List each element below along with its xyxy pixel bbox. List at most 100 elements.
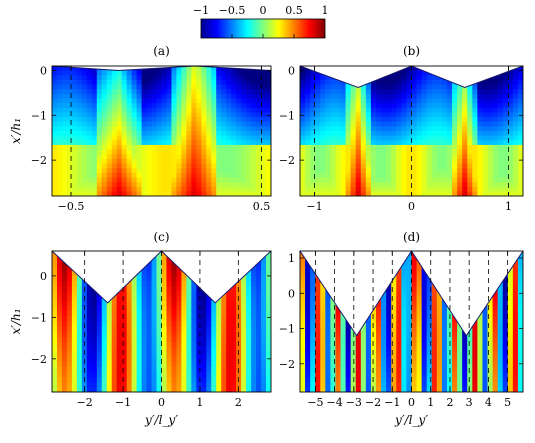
heatmap-cell xyxy=(300,271,306,277)
heatmap-cell xyxy=(361,357,367,363)
heatmap-cell xyxy=(467,276,473,282)
heatmap-cell xyxy=(493,281,499,287)
heatmap-cell xyxy=(221,316,227,322)
heatmap-cell xyxy=(62,357,68,363)
heatmap-cell xyxy=(396,327,402,333)
heatmap-cell xyxy=(107,94,113,99)
heatmap-cell xyxy=(52,256,58,262)
heatmap-cell xyxy=(488,150,494,155)
heatmap-cell xyxy=(142,337,148,343)
heatmap-cell xyxy=(493,136,499,141)
heatmap-cell xyxy=(67,357,73,363)
heatmap-cell xyxy=(417,154,423,159)
heatmap-cell xyxy=(376,80,382,85)
heatmap-cell xyxy=(221,327,227,333)
heatmap-cell xyxy=(437,377,443,383)
heatmap-cell xyxy=(412,140,418,145)
heatmap-cell xyxy=(442,261,448,267)
heatmap-cell xyxy=(442,66,448,71)
heatmap-cell xyxy=(427,322,433,328)
heatmap-cell xyxy=(261,94,267,99)
heatmap-cell xyxy=(226,357,232,363)
heatmap-cell xyxy=(52,261,58,267)
heatmap-cell xyxy=(226,352,232,358)
heatmap-cell xyxy=(477,140,483,145)
heatmap-cell xyxy=(162,342,168,348)
heatmap-cell xyxy=(62,372,68,378)
heatmap-cell xyxy=(325,182,331,187)
heatmap-cell xyxy=(330,99,336,104)
heatmap-cell xyxy=(87,337,93,343)
heatmap-cell xyxy=(67,337,73,343)
heatmap-cell xyxy=(482,173,488,178)
heatmap-cell xyxy=(246,71,252,76)
heatmap-cell xyxy=(97,80,103,85)
heatmap-cell xyxy=(513,89,519,94)
heatmap-cell xyxy=(508,337,514,343)
heatmap-cell xyxy=(305,291,311,297)
heatmap-cell xyxy=(132,159,138,164)
heatmap-cell xyxy=(482,276,488,282)
heatmap-cell xyxy=(117,281,123,287)
heatmap-cell xyxy=(330,347,336,353)
heatmap-cell xyxy=(62,377,68,383)
heatmap-cell xyxy=(191,261,197,267)
heatmap-cell xyxy=(361,311,367,317)
heatmap-cell xyxy=(226,136,232,141)
heatmap-cell xyxy=(467,103,473,108)
heatmap-cell xyxy=(67,276,73,282)
heatmap-cell xyxy=(137,382,143,388)
heatmap-cell xyxy=(310,377,316,383)
heatmap-cell xyxy=(396,122,402,127)
heatmap-cell xyxy=(87,80,93,85)
heatmap-cell xyxy=(102,168,108,173)
heatmap-cell xyxy=(211,71,217,76)
heatmap-cell xyxy=(482,164,488,169)
heatmap-cell xyxy=(77,80,83,85)
heatmap-cell xyxy=(107,71,113,76)
heatmap-cell xyxy=(422,140,428,145)
heatmap-cell xyxy=(488,112,494,117)
heatmap-cell xyxy=(371,347,377,353)
heatmap-cell xyxy=(386,159,392,164)
heatmap-cell xyxy=(67,347,73,353)
heatmap-cell xyxy=(52,154,58,159)
heatmap-cell xyxy=(72,281,78,287)
heatmap-cell xyxy=(315,352,321,358)
heatmap-cell xyxy=(261,154,267,159)
heatmap-cell xyxy=(300,261,306,267)
heatmap-cell xyxy=(482,182,488,187)
heatmap-cell xyxy=(427,286,433,292)
heatmap-cell xyxy=(482,85,488,90)
heatmap-cell xyxy=(246,136,252,141)
heatmap-cell xyxy=(171,311,177,317)
heatmap-cell xyxy=(300,182,306,187)
heatmap-cell xyxy=(52,145,58,150)
heatmap-cell xyxy=(117,352,123,358)
heatmap-cell xyxy=(305,145,311,150)
heatmap-cell xyxy=(381,173,387,178)
heatmap-cell xyxy=(211,112,217,117)
heatmap-cell xyxy=(201,85,207,90)
heatmap-cell xyxy=(132,327,138,333)
heatmap-cell xyxy=(452,85,458,90)
heatmap-cell xyxy=(196,306,202,312)
heatmap-cell xyxy=(412,103,418,108)
heatmap-cell xyxy=(427,382,433,388)
heatmap-cell xyxy=(62,316,68,322)
heatmap-cell xyxy=(437,80,443,85)
heatmap-cell xyxy=(231,150,237,155)
heatmap-cell xyxy=(92,187,98,192)
heatmap-cell xyxy=(477,266,483,272)
heatmap-cell xyxy=(251,357,257,363)
heatmap-cell xyxy=(166,332,172,338)
heatmap-cell xyxy=(330,281,336,287)
heatmap-cell xyxy=(508,286,514,292)
heatmap-cell xyxy=(482,357,488,363)
heatmap-cell xyxy=(498,301,504,307)
heatmap-cell xyxy=(381,266,387,272)
heatmap-cell xyxy=(396,103,402,108)
heatmap-cell xyxy=(371,89,377,94)
heatmap-cell xyxy=(391,112,397,117)
heatmap-cell xyxy=(401,94,407,99)
